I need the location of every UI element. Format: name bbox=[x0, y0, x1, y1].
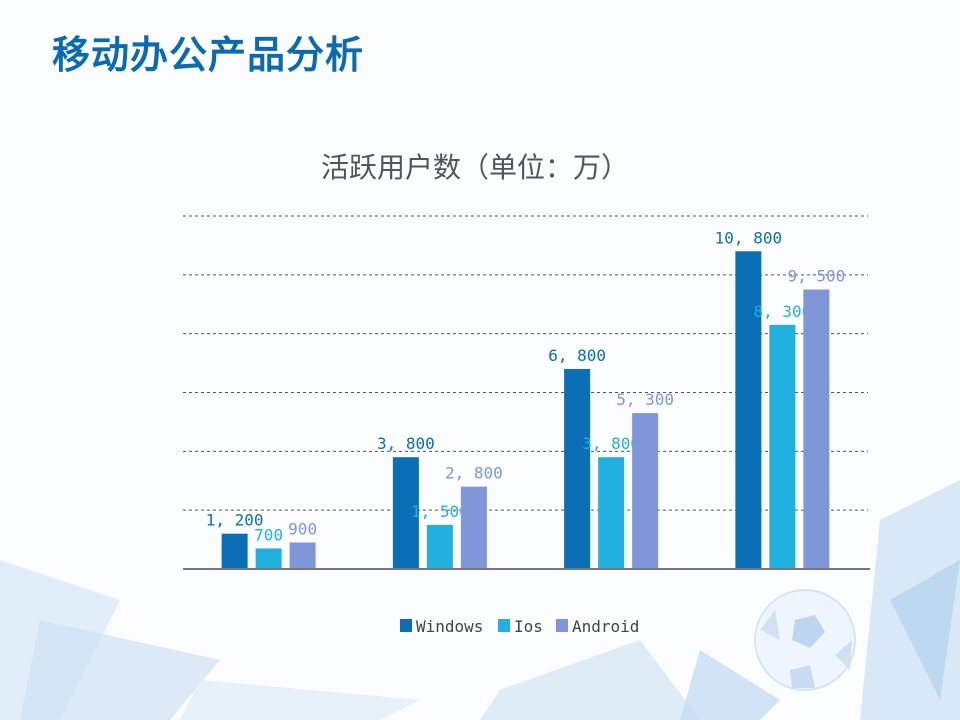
legend-label: Windows bbox=[416, 617, 483, 636]
chart-title: 活跃用户数（单位：万） bbox=[321, 151, 629, 184]
legend-label: Android bbox=[572, 617, 639, 636]
bar-ios bbox=[598, 457, 625, 569]
data-label: 6, 800 bbox=[548, 346, 606, 365]
data-label: 8, 300 bbox=[753, 302, 811, 321]
bars: 1, 200 3, 800 6, 800 10, 800 700 1, 500 3, 800… bbox=[206, 228, 845, 570]
bar-windows bbox=[392, 457, 419, 569]
soccer-ball-icon bbox=[754, 589, 856, 691]
bar-android bbox=[460, 486, 487, 569]
data-label: 3, 800 bbox=[377, 434, 435, 453]
data-label: 2, 800 bbox=[445, 464, 503, 483]
legend: Windows Ios Android bbox=[400, 617, 639, 636]
bar-android bbox=[803, 289, 830, 569]
data-label: 900 bbox=[288, 520, 317, 539]
legend-label: Ios bbox=[514, 617, 543, 636]
page-title: 移动办公产品分析 bbox=[52, 33, 365, 77]
bar-windows bbox=[221, 533, 248, 569]
gridlines bbox=[183, 215, 868, 511]
bar-windows bbox=[564, 368, 591, 569]
bar-ios bbox=[255, 548, 282, 569]
bar-android bbox=[632, 413, 659, 569]
legend-swatch-android bbox=[556, 619, 568, 632]
bar-windows bbox=[735, 251, 762, 570]
data-label: 1, 500 bbox=[411, 502, 469, 521]
data-label: 5, 300 bbox=[616, 390, 674, 409]
data-label: 10, 800 bbox=[715, 228, 782, 247]
legend-swatch-windows bbox=[400, 619, 412, 632]
bar-ios bbox=[769, 324, 796, 569]
data-label: 1, 200 bbox=[206, 511, 264, 530]
bar-android bbox=[289, 542, 316, 569]
data-label: 9, 500 bbox=[787, 267, 845, 286]
data-label: 3, 800 bbox=[582, 434, 640, 453]
bar-ios bbox=[426, 524, 453, 569]
legend-swatch-ios bbox=[498, 619, 510, 632]
data-label: 700 bbox=[254, 525, 283, 544]
